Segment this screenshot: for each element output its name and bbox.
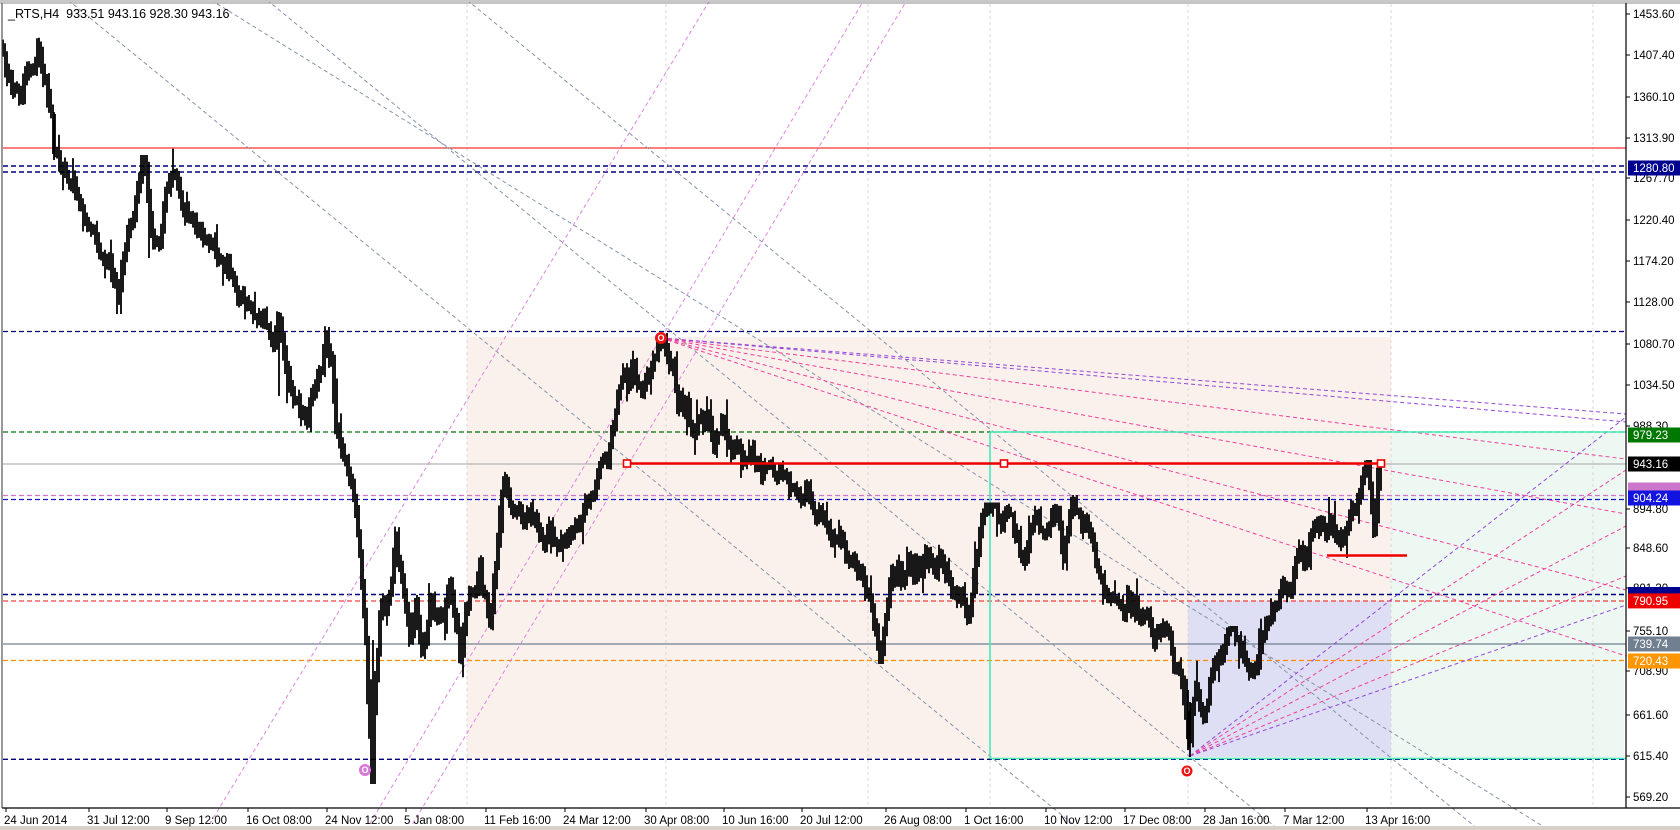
svg-text:17 Dec 08:00: 17 Dec 08:00 xyxy=(1123,815,1191,827)
svg-text:5 Jan 08:00: 5 Jan 08:00 xyxy=(404,815,464,827)
svg-text:569.20: 569.20 xyxy=(1633,792,1668,804)
svg-text:24 Jun 2014: 24 Jun 2014 xyxy=(4,815,68,827)
svg-text:O: O xyxy=(361,765,368,775)
svg-text:28 Jan 16:00: 28 Jan 16:00 xyxy=(1203,815,1270,827)
svg-text:1080.70: 1080.70 xyxy=(1633,339,1675,351)
svg-text:13 Apr 16:00: 13 Apr 16:00 xyxy=(1365,815,1430,827)
svg-text:O: O xyxy=(1183,766,1190,776)
svg-text:7 Mar 12:00: 7 Mar 12:00 xyxy=(1283,815,1344,827)
svg-text:24 Mar 12:00: 24 Mar 12:00 xyxy=(563,815,631,827)
svg-text:739.74: 739.74 xyxy=(1633,639,1669,651)
svg-text:720.43: 720.43 xyxy=(1633,656,1668,668)
svg-text:1267.70: 1267.70 xyxy=(1633,173,1675,185)
svg-text:11 Feb 16:00: 11 Feb 16:00 xyxy=(484,815,551,827)
svg-text:979.23: 979.23 xyxy=(1633,430,1668,442)
svg-text:10 Jun 16:00: 10 Jun 16:00 xyxy=(722,815,789,827)
svg-text:661.60: 661.60 xyxy=(1633,710,1668,722)
svg-text:1360.10: 1360.10 xyxy=(1633,92,1675,104)
svg-text:O: O xyxy=(657,333,664,343)
svg-text:1453.60: 1453.60 xyxy=(1633,9,1675,21)
svg-text:1174.20: 1174.20 xyxy=(1633,256,1674,268)
svg-text:1128.00: 1128.00 xyxy=(1633,297,1674,309)
svg-text:1407.40: 1407.40 xyxy=(1633,50,1675,62)
svg-text:755.10: 755.10 xyxy=(1633,626,1668,638)
svg-text:_RTS,H4 933.51 943.16 928.30: _RTS,H4 933.51 943.16 928.30 943.16 xyxy=(7,7,230,21)
svg-text:790.95: 790.95 xyxy=(1633,596,1668,608)
svg-text:1 Oct 16:00: 1 Oct 16:00 xyxy=(964,815,1023,827)
svg-text:31 Jul 12:00: 31 Jul 12:00 xyxy=(87,815,150,827)
svg-text:1220.40: 1220.40 xyxy=(1633,215,1675,227)
svg-text:10 Nov 12:00: 10 Nov 12:00 xyxy=(1044,815,1112,827)
svg-text:24 Nov 12:00: 24 Nov 12:00 xyxy=(325,815,393,827)
svg-text:894.80: 894.80 xyxy=(1633,504,1668,516)
svg-text:26 Aug 08:00: 26 Aug 08:00 xyxy=(884,815,952,827)
svg-text:615.40: 615.40 xyxy=(1633,751,1668,763)
svg-text:943.16: 943.16 xyxy=(1633,459,1668,471)
svg-text:1280.80: 1280.80 xyxy=(1633,163,1675,175)
svg-text:30 Apr 08:00: 30 Apr 08:00 xyxy=(644,815,709,827)
svg-text:708.90: 708.90 xyxy=(1633,666,1668,678)
svg-text:16 Oct 08:00: 16 Oct 08:00 xyxy=(246,815,312,827)
svg-text:1034.50: 1034.50 xyxy=(1633,380,1675,392)
svg-text:904.24: 904.24 xyxy=(1633,493,1669,505)
svg-text:20 Jul 12:00: 20 Jul 12:00 xyxy=(800,815,863,827)
svg-text:848.60: 848.60 xyxy=(1633,543,1668,555)
svg-text:1313.90: 1313.90 xyxy=(1633,133,1675,145)
svg-text:9 Sep 12:00: 9 Sep 12:00 xyxy=(165,815,227,827)
